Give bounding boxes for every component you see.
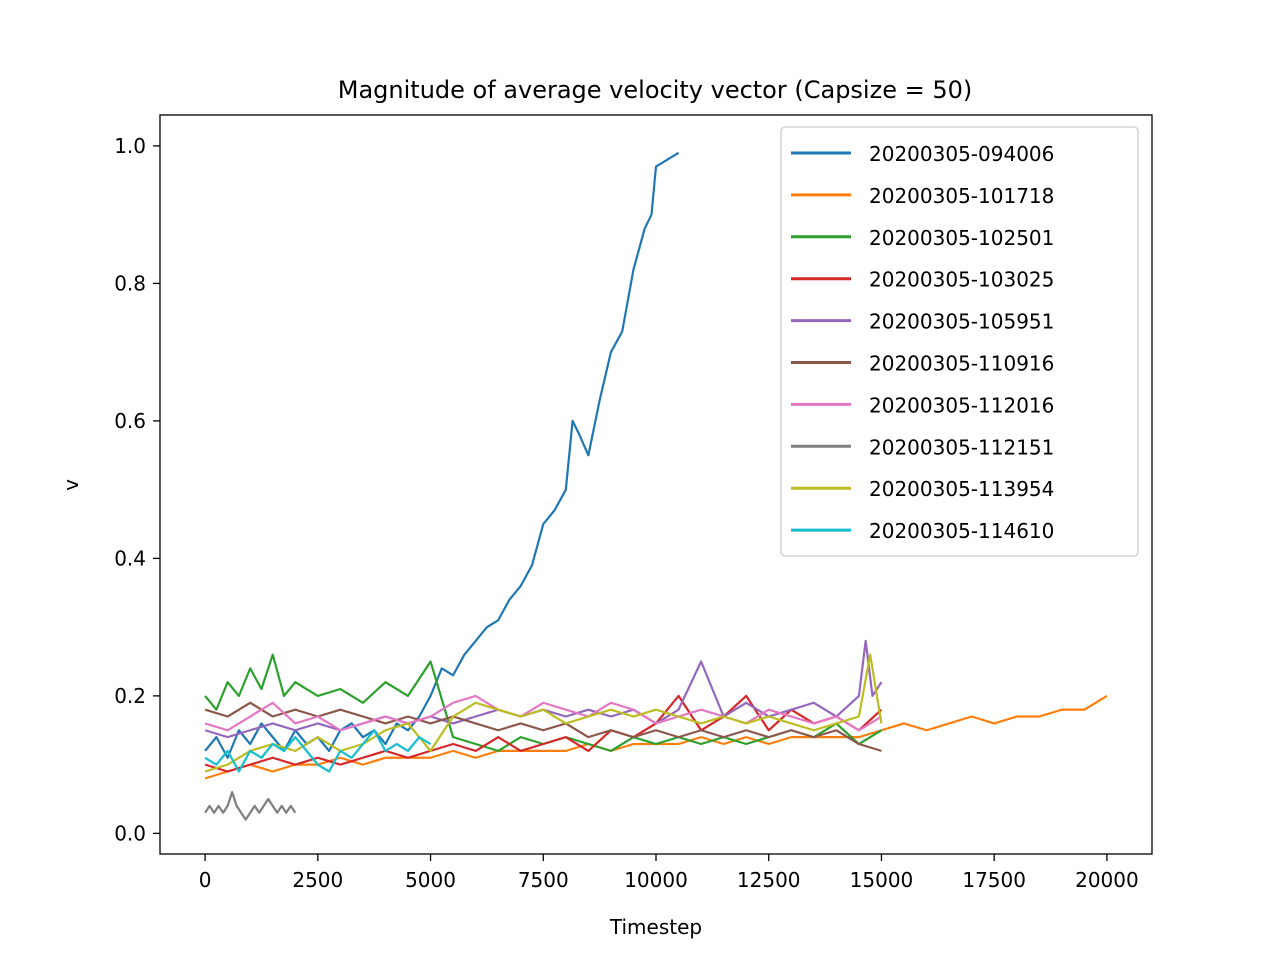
series-lines <box>204 151 1108 821</box>
x-axis: 0 2500 5000 7500 10000 12500 15000 17500 20000 <box>199 854 1139 892</box>
x-tick-label: 5000 <box>405 868 456 892</box>
x-tick-label: 2500 <box>292 868 343 892</box>
legend-label: 20200305-112016 <box>869 393 1054 417</box>
legend-label: 20200305-103025 <box>869 268 1054 292</box>
legend-label: 20200305-112151 <box>869 435 1054 459</box>
y-axis-label: v <box>59 479 83 491</box>
legend-label: 20200305-102501 <box>869 226 1054 250</box>
legend-box <box>780 126 1139 557</box>
legend-label: 20200305-105951 <box>869 310 1054 334</box>
y-axis: 0.0 0.2 0.4 0.6 0.8 1.0 <box>114 134 160 845</box>
legend-label: 20200305-094006 <box>869 142 1054 166</box>
series-line-6 <box>204 694 883 732</box>
legend-label: 20200305-114610 <box>869 519 1054 543</box>
series-line-2 <box>204 653 883 752</box>
series-line-4 <box>204 639 883 739</box>
legend-label: 20200305-113954 <box>869 477 1054 501</box>
x-tick-label: 15000 <box>850 868 914 892</box>
y-tick-label: 0.0 <box>114 821 146 845</box>
x-tick-label: 10000 <box>624 868 688 892</box>
x-axis-label: Timestep <box>609 915 702 939</box>
x-tick-label: 20000 <box>1075 868 1139 892</box>
series-line-9 <box>204 729 432 773</box>
series-line-8 <box>204 653 883 773</box>
x-tick-label: 12500 <box>737 868 801 892</box>
y-tick-label: 0.8 <box>114 271 146 295</box>
y-tick-label: 0.4 <box>114 546 146 570</box>
series-line-7 <box>204 791 297 821</box>
y-tick-label: 1.0 <box>114 134 146 158</box>
chart-title: Magnitude of average velocity vector (Ca… <box>338 76 972 104</box>
legend-label: 20200305-101718 <box>869 184 1054 208</box>
series-line-3 <box>204 694 883 773</box>
legend: 20200305-094006 20200305-101718 20200305-1… <box>780 126 1139 557</box>
x-tick-label: 0 <box>199 868 212 892</box>
x-tick-label: 17500 <box>962 868 1026 892</box>
series-line-0 <box>204 151 680 759</box>
y-tick-label: 0.6 <box>114 409 146 433</box>
x-tick-label: 7500 <box>518 868 569 892</box>
y-tick-label: 0.2 <box>114 684 146 708</box>
legend-label: 20200305-110916 <box>869 352 1054 376</box>
